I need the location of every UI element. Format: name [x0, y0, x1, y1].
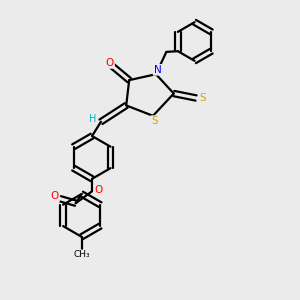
- Text: O: O: [106, 58, 114, 68]
- Text: H: H: [89, 114, 96, 124]
- Text: CH₃: CH₃: [73, 250, 90, 259]
- Text: O: O: [51, 191, 59, 201]
- Text: S: S: [151, 116, 158, 126]
- Text: O: O: [94, 185, 103, 195]
- Text: S: S: [199, 93, 206, 103]
- Text: N: N: [154, 65, 161, 75]
